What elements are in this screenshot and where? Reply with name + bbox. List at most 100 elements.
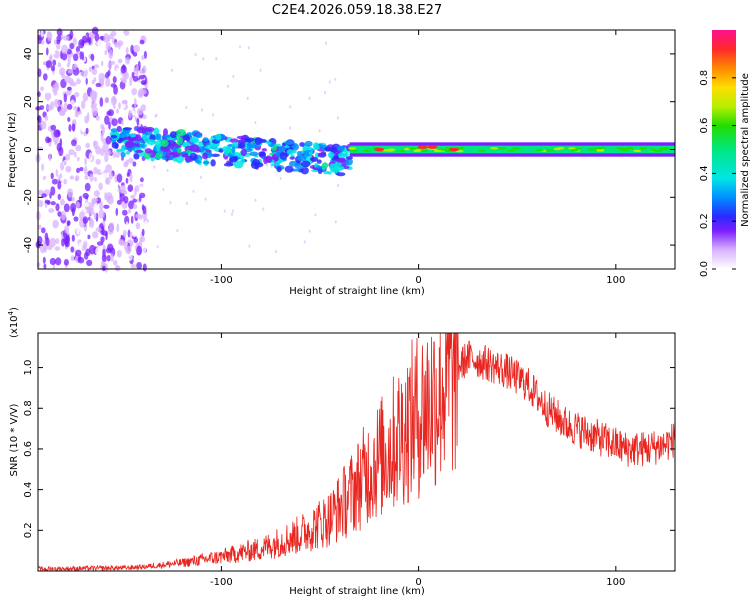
- signal-blob: [215, 133, 222, 141]
- signal-blob: [210, 159, 216, 167]
- noise-blob: [99, 165, 104, 173]
- noise-blob: [67, 69, 74, 74]
- noise-blob: [262, 207, 265, 211]
- noise-blob: [185, 105, 188, 110]
- noise-blob: [50, 201, 56, 206]
- noise-blob: [67, 117, 71, 122]
- noise-blob: [85, 142, 91, 149]
- noise-blob: [77, 113, 84, 120]
- noise-blob: [63, 138, 69, 144]
- noise-blob: [84, 175, 89, 180]
- signal-blob: [229, 138, 239, 143]
- peak-blob: [417, 145, 428, 149]
- noise-blob: [91, 68, 98, 75]
- noise-blob: [144, 84, 148, 89]
- noise-blob: [185, 201, 188, 206]
- signal-blob: [176, 147, 182, 153]
- noise-blob: [289, 105, 292, 109]
- noise-blob: [84, 157, 87, 166]
- signal-blob: [334, 165, 345, 171]
- signal-blob: [124, 140, 135, 149]
- noise-blob: [140, 177, 144, 183]
- noise-blob: [91, 106, 98, 116]
- signal-blob: [146, 139, 157, 146]
- noise-blob: [84, 182, 91, 192]
- noise-blob: [304, 121, 307, 125]
- noise-blob: [70, 202, 77, 213]
- carrier-blob: [625, 146, 634, 150]
- noise-blob: [131, 71, 135, 79]
- noise-blob: [254, 121, 257, 125]
- noise-blob: [104, 115, 110, 125]
- noise-blob: [323, 70, 326, 74]
- signal-blob: [337, 145, 345, 151]
- noise-blob: [104, 153, 109, 163]
- noise-blob: [101, 60, 104, 67]
- signal-blob: [176, 129, 186, 136]
- noise-blob: [104, 72, 110, 79]
- noise-blob: [98, 209, 105, 219]
- noise-blob: [57, 181, 62, 190]
- noise-blob: [85, 77, 88, 85]
- snr-y-multiplier: (x104): [7, 307, 20, 338]
- noise-blob: [39, 243, 47, 254]
- noise-blob: [78, 39, 85, 49]
- y-tick-label: 0.2: [23, 522, 34, 538]
- noise-blob: [108, 222, 115, 230]
- noise-blob: [49, 220, 53, 228]
- noise-blob: [98, 182, 103, 191]
- noise-blob: [212, 113, 215, 117]
- noise-blob: [66, 62, 70, 68]
- noise-blob: [133, 98, 137, 108]
- noise-blob: [208, 108, 210, 112]
- noise-blob: [71, 139, 77, 147]
- noise-blob: [226, 84, 229, 88]
- noise-blob: [71, 123, 76, 132]
- carrier-blob: [553, 147, 562, 151]
- noise-blob: [139, 185, 143, 193]
- noise-blob: [53, 129, 60, 138]
- noise-blob: [327, 245, 330, 249]
- noise-blob: [119, 184, 126, 194]
- noise-blob: [289, 126, 291, 130]
- noise-blob: [107, 61, 113, 69]
- noise-blob: [41, 227, 46, 234]
- noise-blob: [118, 238, 124, 246]
- noise-blob: [79, 71, 82, 81]
- noise-blob: [49, 257, 57, 266]
- noise-blob: [50, 124, 57, 131]
- noise-blob: [102, 265, 106, 272]
- signal-blob: [136, 127, 147, 134]
- noise-blob: [209, 82, 212, 86]
- noise-blob: [70, 81, 77, 87]
- signal-blob: [236, 135, 247, 140]
- noise-blob: [39, 47, 44, 53]
- noise-blob: [73, 53, 79, 62]
- noise-blob: [93, 203, 98, 214]
- noise-blob: [106, 254, 111, 262]
- signal-blob: [270, 163, 280, 167]
- noise-blob: [279, 176, 282, 181]
- noise-blob: [128, 109, 132, 119]
- noise-blob: [122, 209, 128, 216]
- noise-blob: [138, 75, 145, 80]
- colorbar-label: Normalized spectral amplitude: [740, 73, 750, 227]
- noise-blob: [108, 98, 112, 109]
- noise-blob: [87, 59, 93, 66]
- signal-blob: [176, 136, 183, 145]
- signal-blob: [289, 156, 296, 160]
- noise-blob: [73, 106, 78, 111]
- noise-blob: [154, 114, 157, 118]
- noise-blob: [201, 108, 203, 112]
- noise-blob: [291, 51, 294, 55]
- noise-blob: [58, 109, 66, 116]
- noise-blob: [37, 224, 42, 230]
- noise-blob: [95, 227, 102, 233]
- noise-blob: [204, 197, 207, 201]
- noise-blob: [67, 86, 72, 91]
- noise-blob: [46, 104, 53, 111]
- noise-blob: [59, 67, 66, 76]
- carrier-blob: [490, 147, 499, 150]
- noise-blob: [125, 47, 129, 55]
- signal-blob: [276, 166, 282, 173]
